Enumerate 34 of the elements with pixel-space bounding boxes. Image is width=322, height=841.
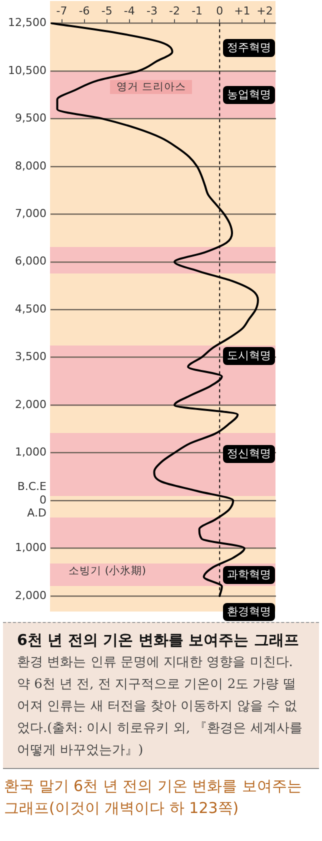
y-tick-label: 3,500 <box>14 350 46 364</box>
x-tick-label: -6 <box>78 4 90 18</box>
text: 환경혁명 <box>222 602 275 621</box>
x-tick-label: -1 <box>192 4 203 18</box>
y-tick-label: 10,500 <box>8 64 46 77</box>
x-tick-label: +1 <box>234 4 250 18</box>
annotation: 도시혁명 <box>222 346 275 365</box>
y-tick-label: 2,000 <box>14 588 46 602</box>
text: 환국 말기 6천 년 전의 기온 변화를 보여주는 그래프(이것이 개벽이다 하 123쪽) <box>4 776 303 819</box>
annotation: 과학혁명 <box>222 566 275 584</box>
x-tick-label: +2 <box>256 4 273 18</box>
annotation: 영거 드리아스 <box>110 80 192 94</box>
y-tick-label: 4,500 <box>14 302 46 316</box>
y-tick-label: 8,000 <box>14 159 46 172</box>
y-tick-label: 1,000 <box>14 541 46 554</box>
x-tick-label: 0 <box>216 4 224 18</box>
x-tick-label: -4 <box>124 4 135 18</box>
y-tick-label: 6,000 <box>14 254 46 268</box>
text: 6천 년 전의 기온 변화를 보여주는 그래프 <box>17 631 300 650</box>
x-tick-label: -7 <box>56 4 68 18</box>
x-tick-label: -3 <box>146 4 158 18</box>
y-tick-label: 7,000 <box>14 206 46 220</box>
y-tick-label: 9,500 <box>14 112 46 125</box>
x-tick-label: -5 <box>101 4 112 18</box>
annotation: 농업혁명 <box>222 86 275 104</box>
y-tick-label: 12,500 <box>8 16 46 30</box>
text: 환경 변화는 인류 문명에 지대한 영향을 미친다. 약 6천 년 전, 전 지구적으로 기온이 2도 가량 떨어져 인류는 새 터전을 찾아 이동하지 않을 수 없었다.(출처: 이시 히로유키 외, 『환경은 세계사를 어떻게 바꾸었는가』) <box>17 654 304 760</box>
y-tick-label: 1,000 <box>14 446 46 459</box>
x-tick-label: -2 <box>169 4 180 18</box>
annotation: 소빙기 (小氷期) <box>68 564 146 578</box>
annotation: 정주혁명 <box>222 39 275 58</box>
annotation: 정신혁명 <box>222 444 275 463</box>
y-tick-label: 2,000 <box>14 398 46 411</box>
y-tick-label: B.C.E 0 A.D <box>17 480 47 520</box>
